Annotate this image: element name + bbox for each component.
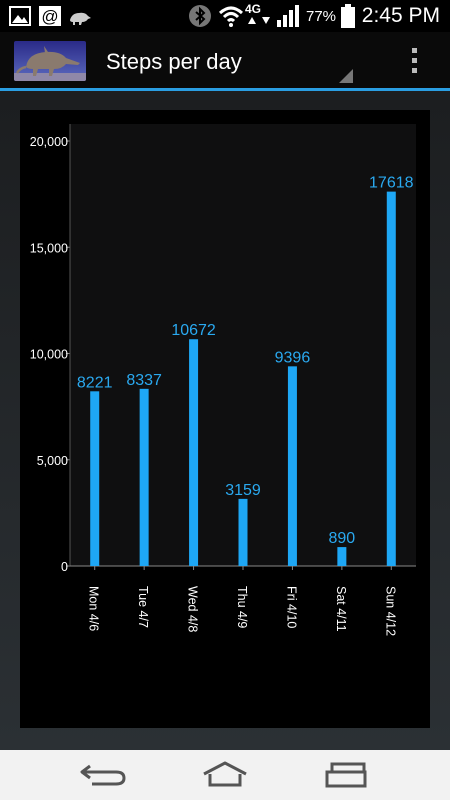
email-at-icon: @	[39, 6, 61, 31]
bar	[287, 366, 297, 566]
wifi-icon	[218, 4, 244, 33]
x-tick-label: Fri 4/10	[284, 586, 298, 628]
signal-bars-icon	[276, 5, 302, 32]
y-tick-label: 5,000	[37, 454, 68, 468]
bar	[90, 391, 100, 566]
clock: 2:45 PM	[361, 4, 440, 27]
recent-apps-icon[interactable]	[324, 760, 374, 793]
bar	[238, 498, 248, 566]
spinner-dropdown-icon[interactable]	[339, 69, 353, 83]
data-labels: 8221 8337 10672 3159 9396 890 17618	[77, 175, 414, 547]
lte-data-icon: 4G	[244, 2, 278, 35]
plot-area	[70, 124, 416, 566]
page-title-spinner[interactable]: Steps per day	[106, 49, 242, 74]
bar-value-label: 17618	[369, 175, 414, 192]
y-tick-label: 15,000	[30, 241, 68, 255]
bar	[386, 191, 396, 566]
chart-panel: 0 5,000 10,000 15,000 20,000 8221 8337 10672 31…	[20, 110, 430, 728]
y-tick-label: 0	[61, 560, 68, 574]
aardvark-notification-icon	[68, 6, 92, 31]
battery-percent: 77%	[306, 8, 337, 25]
aardvark-logo[interactable]	[14, 41, 86, 81]
svg-text:@: @	[41, 7, 58, 26]
x-tick-label: Thu 4/9	[235, 586, 249, 628]
overflow-menu-icon[interactable]	[404, 46, 424, 76]
x-tick-label: Sun 4/12	[383, 586, 397, 636]
navigation-bar	[0, 750, 450, 800]
bluetooth-icon	[188, 4, 212, 33]
bar	[189, 339, 199, 566]
y-axis: 0 5,000 10,000 15,000 20,000	[30, 135, 70, 574]
x-axis: Mon 4/6 Tue 4/7 Wed 4/8 Thu 4/9 Fri 4/10 Sat …	[87, 566, 397, 636]
x-tick-label: Wed 4/8	[186, 586, 200, 632]
y-tick-label: 20,000	[30, 135, 68, 149]
bar	[337, 547, 347, 566]
bar-value-label: 10672	[171, 322, 216, 339]
bars	[90, 191, 396, 566]
battery-icon	[341, 4, 355, 33]
bar-value-label: 3159	[225, 482, 261, 499]
network-type-label: 4G	[245, 2, 261, 16]
bar-value-label: 890	[329, 530, 356, 547]
back-icon[interactable]	[78, 760, 128, 793]
home-icon[interactable]	[200, 760, 250, 793]
picture-icon	[9, 6, 31, 31]
action-bar: Steps per day	[0, 32, 450, 90]
bar-value-label: 9396	[275, 349, 311, 366]
y-tick-label: 10,000	[30, 348, 68, 362]
bar-value-label: 8221	[77, 374, 113, 391]
bar-value-label: 8337	[126, 372, 162, 389]
x-tick-label: Sat 4/11	[334, 586, 348, 632]
status-bar: @ 4G	[0, 0, 450, 32]
bar	[139, 388, 149, 566]
steps-bar-chart: 0 5,000 10,000 15,000 20,000 8221 8337 10672 31…	[30, 124, 416, 636]
action-bar-divider	[0, 88, 450, 91]
x-tick-label: Mon 4/6	[87, 586, 101, 631]
x-tick-label: Tue 4/7	[136, 586, 150, 628]
